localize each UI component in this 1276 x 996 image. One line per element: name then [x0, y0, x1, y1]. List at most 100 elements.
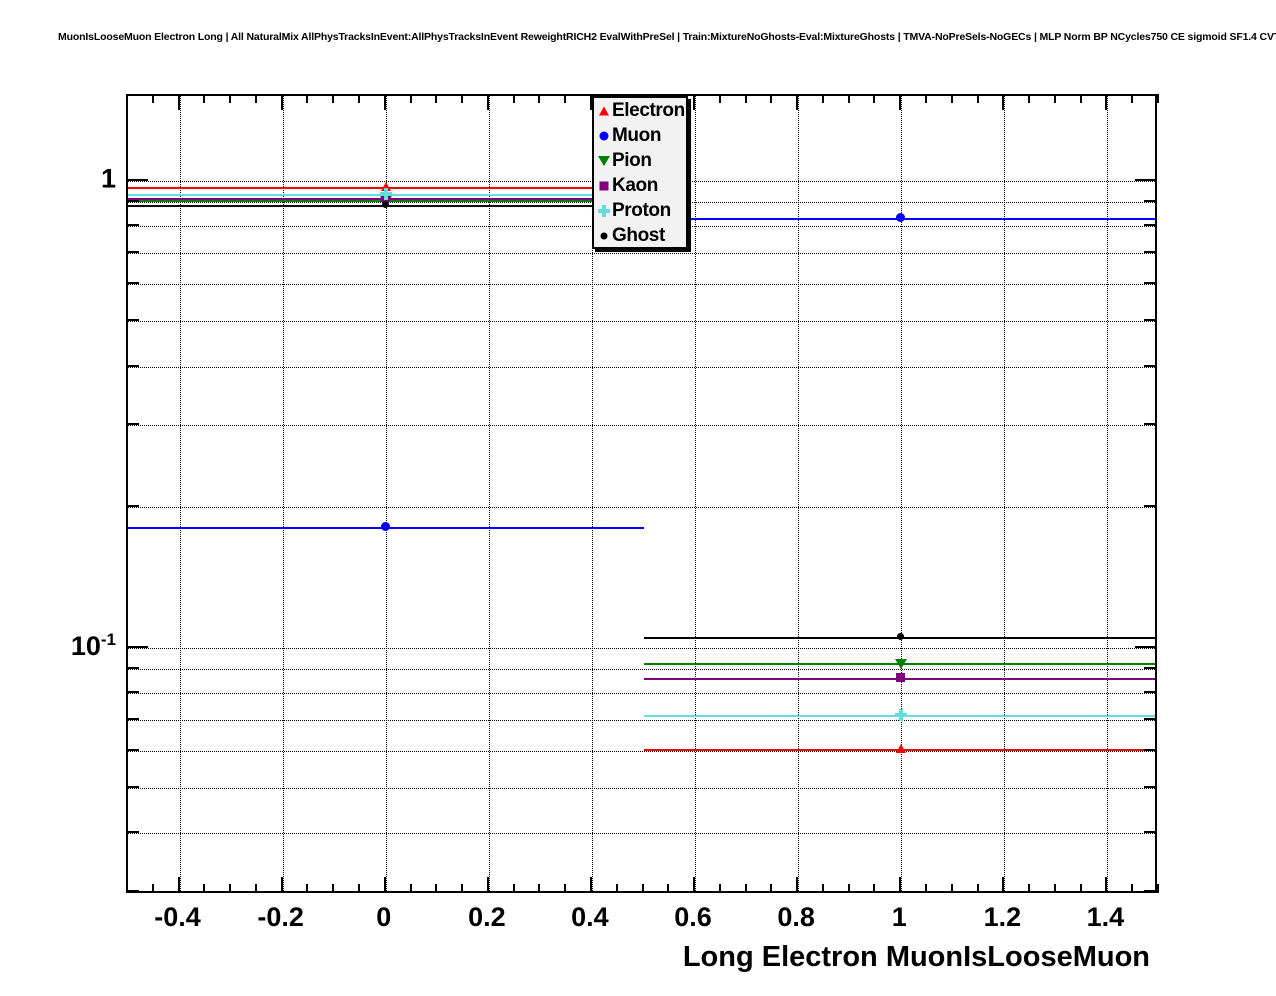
y-tick-minor [1144, 889, 1157, 892]
x-tick-major [1105, 94, 1108, 110]
x-tick-minor [1053, 884, 1056, 893]
x-tick-label: 1.2 [983, 902, 1022, 932]
x-tick-minor [1079, 884, 1082, 893]
data-point-muon [380, 522, 390, 532]
x-tick-minor [925, 94, 928, 103]
x-tick-major [486, 94, 489, 110]
data-point-electron [380, 181, 391, 191]
legend-item-pion[interactable]: Pion [594, 148, 686, 173]
grid-line-vertical [798, 96, 800, 891]
y-tick-minor [126, 364, 139, 367]
x-tick-minor [409, 884, 412, 893]
y-tick-minor [1144, 690, 1157, 693]
x-tick-minor [615, 884, 618, 893]
x-tick-major [1105, 877, 1108, 893]
legend-item-proton[interactable]: Proton [594, 198, 686, 223]
grid-line-vertical [488, 96, 490, 891]
y-tick-minor [126, 505, 139, 508]
x-tick-minor [435, 884, 438, 893]
y-tick-minor [1144, 831, 1157, 834]
y-tick-minor [126, 251, 139, 254]
x-tick-minor [229, 94, 232, 103]
grid-line-horizontal [128, 668, 1155, 670]
x-tick-minor [306, 94, 309, 103]
y-tick-minor [126, 666, 139, 669]
grid-line-vertical [591, 96, 593, 891]
y-tick-label: 1 [100, 163, 116, 194]
x-tick-minor [461, 94, 464, 103]
x-tick-major [177, 94, 180, 110]
legend-marker-triangle-down-icon [597, 154, 611, 168]
y-tick-minor [126, 319, 139, 322]
x-tick-minor [1028, 94, 1031, 103]
grid-line-vertical [385, 96, 387, 891]
y-tick-major [1135, 645, 1157, 648]
plot-area [128, 96, 1155, 891]
x-tick-minor [332, 94, 335, 103]
grid-line-horizontal [128, 751, 1155, 753]
x-tick-major [693, 94, 696, 110]
grid-line-horizontal [128, 253, 1155, 255]
grid-line-horizontal [128, 321, 1155, 323]
x-tick-minor [950, 94, 953, 103]
x-tick-minor [151, 94, 154, 103]
x-tick-minor [744, 884, 747, 893]
legend-marker-circle-small-icon [597, 229, 611, 243]
x-tick-minor [229, 884, 232, 893]
y-tick-minor [1144, 224, 1157, 227]
x-tick-major [383, 94, 386, 110]
y-tick-minor [126, 749, 139, 752]
grid-line-vertical [179, 96, 181, 891]
x-tick-minor [770, 884, 773, 893]
legend-label: Muon [612, 125, 662, 146]
y-tick-minor [1144, 749, 1157, 752]
x-tick-minor [873, 94, 876, 103]
x-tick-minor [564, 884, 567, 893]
legend-marker-triangle-up-icon [597, 104, 611, 118]
grid-line-horizontal [128, 284, 1155, 286]
x-tick-minor [461, 884, 464, 893]
x-tick-minor [538, 884, 541, 893]
x-tick-minor [409, 94, 412, 103]
data-point-proton [379, 187, 392, 200]
grid-line-vertical [282, 96, 284, 891]
data-point-electron [896, 744, 907, 754]
x-tick-major [383, 877, 386, 893]
x-tick-minor [254, 94, 257, 103]
x-tick-minor [1157, 884, 1159, 893]
grid-line-horizontal [128, 833, 1155, 835]
legend-item-electron[interactable]: Electron [594, 98, 686, 123]
x-tick-label: 1.4 [1086, 902, 1125, 932]
x-tick-major [693, 877, 696, 893]
legend-marker-square-icon [597, 179, 611, 193]
y-tick-minor [126, 422, 139, 425]
legend-item-muon[interactable]: Muon [594, 123, 686, 148]
x-tick-major [177, 877, 180, 893]
grid-line-vertical [1107, 96, 1109, 891]
grid-line-horizontal [128, 424, 1155, 426]
x-tick-label: 0.8 [777, 902, 815, 932]
data-point-ghost [381, 200, 389, 208]
x-axis-title: Long Electron MuonIsLooseMuon [682, 941, 1150, 973]
legend[interactable]: Electron Muon Pion Kaon Proton Ghost [592, 96, 688, 249]
x-tick-minor [976, 94, 979, 103]
x-tick-minor [641, 884, 644, 893]
x-tick-minor [1079, 94, 1082, 103]
y-tick-minor [126, 224, 139, 227]
grid-line-vertical [695, 96, 697, 891]
x-tick-minor [151, 884, 154, 893]
x-tick-major [899, 94, 902, 110]
legend-item-ghost[interactable]: Ghost [594, 223, 686, 248]
x-tick-minor [718, 94, 721, 103]
y-tick-minor [1144, 200, 1157, 203]
y-tick-major [1135, 178, 1157, 181]
y-tick-major [126, 645, 148, 648]
y-tick-major [126, 178, 148, 181]
x-tick-label: -0.4 [154, 902, 201, 932]
x-tick-major [589, 877, 592, 893]
x-tick-minor [538, 94, 541, 103]
x-tick-minor [1131, 94, 1134, 103]
y-tick-minor [126, 831, 139, 834]
y-tick-minor [1144, 786, 1157, 789]
legend-item-kaon[interactable]: Kaon [594, 173, 686, 198]
